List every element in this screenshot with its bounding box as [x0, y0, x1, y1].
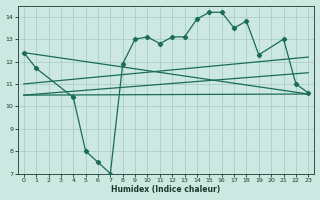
X-axis label: Humidex (Indice chaleur): Humidex (Indice chaleur): [111, 185, 221, 194]
